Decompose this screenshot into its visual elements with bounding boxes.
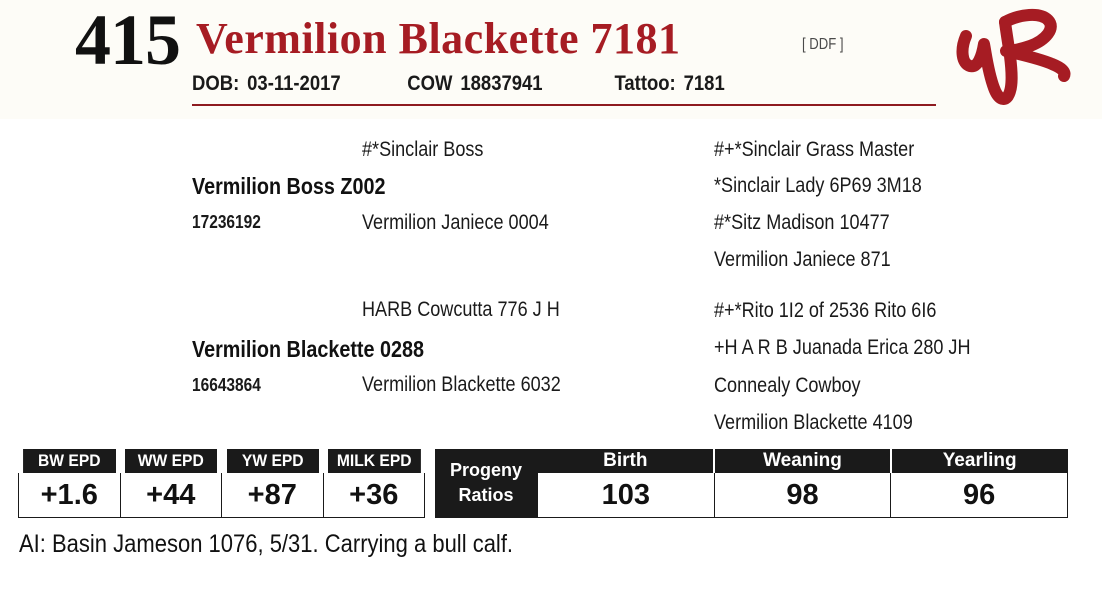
dam-great-grandparent-1: #+*Rito 1I2 of 2536 Rito 6I6 — [714, 299, 937, 322]
sire-name: Vermilion Boss Z002 — [192, 173, 386, 199]
tattoo-value: 7181 — [683, 72, 725, 95]
genetic-condition-tag: [ DDF ] — [802, 36, 844, 53]
dob-label: DOB: — [192, 72, 240, 95]
dam-great-grandparent-3: Connealy Cowboy — [714, 374, 861, 397]
epd-header-bw: BW EPD — [22, 449, 117, 473]
cow-label: COW — [407, 72, 453, 95]
cow-field: COW 18837941 — [407, 72, 542, 96]
dam-registration: 16643864 — [192, 375, 261, 395]
dob-value: 03-11-2017 — [247, 72, 341, 95]
sire-granddam: Vermilion Janiece 0004 — [362, 211, 549, 234]
progeny-header-row: Progeny Ratios Birth Weaning Yearling — [435, 449, 1068, 518]
dam-name: Vermilion Blackette 0288 — [192, 336, 424, 362]
progeny-header-yearling: Yearling — [889, 449, 1068, 473]
dam-grandsire: HARB Cowcutta 776 J H — [362, 298, 560, 321]
header-band — [0, 0, 1102, 119]
epd-header-ww: WW EPD — [123, 449, 219, 473]
progeny-ratios-table: Progeny Ratios Birth Weaning Yearling 10… — [435, 449, 1068, 518]
sire-registration: 17236192 — [192, 212, 261, 232]
progeny-ratios-label-line2: Ratios — [458, 485, 514, 506]
breeding-footnote: AI: Basin Jameson 1076, 5/31. Carrying a… — [19, 530, 514, 558]
progeny-value-birth: 103 — [537, 473, 715, 518]
sire-grandsire: #*Sinclair Boss — [362, 138, 484, 161]
epd-header-yw: YW EPD — [224, 449, 320, 473]
vr-brand-logo-icon — [956, 9, 1071, 105]
epd-value-bw: +1.6 — [18, 473, 121, 518]
epd-value-yw: +87 — [221, 473, 324, 518]
identification-row: DOB: 03-11-2017 COW 18837941 Tattoo: 7181 — [192, 72, 847, 102]
dam-great-grandparent-2: +H A R B Juanada Erica 280 JH — [714, 336, 971, 359]
epd-value-ww: +44 — [119, 473, 222, 518]
sire-great-grandparent-4: Vermilion Janiece 871 — [714, 248, 891, 271]
progeny-value-weaning: 98 — [713, 473, 892, 518]
epd-header-milk: MILK EPD — [326, 449, 421, 473]
tattoo-field: Tattoo: 7181 — [614, 72, 724, 96]
epd-header-row: BW EPD WW EPD YW EPD MILK EPD — [19, 449, 425, 473]
animal-name: Vermilion Blackette 7181 — [196, 14, 681, 63]
dam-granddam: Vermilion Blackette 6032 — [362, 373, 561, 396]
epd-value-row: +1.6 +44 +87 +36 — [18, 473, 425, 518]
lot-number: 415 — [75, 0, 181, 80]
progeny-value-row: 103 98 96 — [435, 473, 1068, 518]
progeny-value-yearling: 96 — [890, 473, 1068, 518]
sire-great-grandparent-3: #*Sitz Madison 10477 — [714, 211, 890, 234]
dam-great-grandparent-4: Vermilion Blackette 4109 — [714, 411, 913, 434]
epd-value-milk: +36 — [322, 473, 425, 518]
progeny-header-birth: Birth — [537, 449, 715, 473]
sire-great-grandparent-1: #+*Sinclair Grass Master — [714, 138, 915, 161]
dob-field: DOB: 03-11-2017 — [192, 72, 341, 96]
epd-table: BW EPD WW EPD YW EPD MILK EPD +1.6 +44 +… — [18, 449, 425, 518]
header-divider-rule — [192, 104, 936, 106]
tattoo-label: Tattoo: — [614, 72, 676, 95]
sire-great-grandparent-2: *Sinclair Lady 6P69 3M18 — [714, 174, 922, 197]
progeny-ratios-label-line1: Progeny — [449, 460, 523, 481]
progeny-ratios-label: Progeny Ratios — [435, 449, 538, 518]
cow-value: 18837941 — [460, 72, 543, 95]
progeny-header-weaning: Weaning — [713, 449, 891, 473]
